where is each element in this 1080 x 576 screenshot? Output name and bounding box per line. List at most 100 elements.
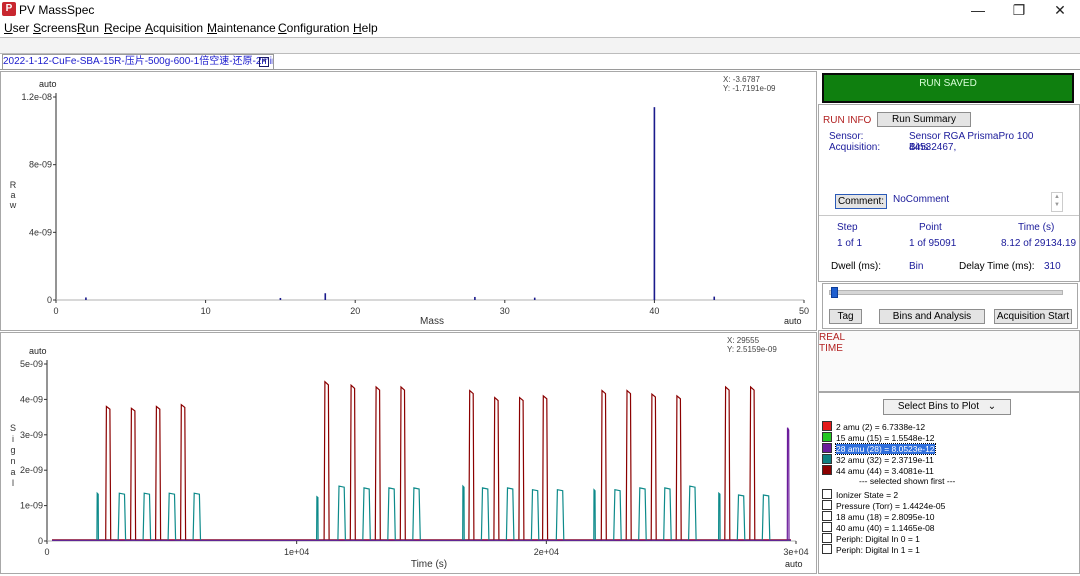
bin-row-unselected[interactable]: Periph: Digital In 1 = 1	[822, 544, 920, 555]
select-bins-label: Select Bins to Plot	[897, 401, 979, 412]
tag-button[interactable]: Tag	[829, 309, 862, 324]
time-y-label-char: g	[10, 445, 15, 455]
mass-axes: 0 4e-09 8e-09 1.2e-08 0 10 20 30 40 50	[21, 92, 809, 316]
menu-recipe[interactable]: Recipe	[104, 21, 142, 35]
progress-slider-thumb[interactable]	[831, 287, 838, 298]
run-tab-label: 2022-1-12-CuFe-SBA-15R-压片-500g-600-1倍空速-…	[3, 56, 274, 67]
point-label: Point	[919, 222, 942, 233]
mass-plot-auto-right[interactable]: auto	[784, 316, 802, 326]
bin-checkbox[interactable]	[822, 544, 832, 554]
bin-checkbox[interactable]	[822, 522, 832, 532]
mass-bar	[85, 297, 87, 300]
menu-maintenance[interactable]: Maintenance	[207, 21, 276, 35]
time-x-tick-label: 0	[44, 547, 49, 557]
mass-bar	[324, 293, 327, 300]
dwell-label: Dwell (ms):	[831, 261, 881, 272]
mass-spectrum-chart[interactable]: auto X: -3.6787 Y: -1.7191e-09 Raw Mass …	[1, 72, 816, 330]
menu-help[interactable]: Help	[353, 21, 378, 35]
run-info-label: RUN INFO	[823, 115, 872, 126]
bin-color-swatch[interactable]	[822, 454, 832, 464]
menu-run[interactable]: Run	[77, 21, 100, 35]
bin-checkbox[interactable]	[822, 500, 832, 510]
mass-y-label: Raw	[9, 180, 17, 210]
time-value: 8.12 of 29134.19	[1001, 238, 1077, 249]
time-x-tick-label: 3e+04	[783, 547, 808, 557]
mass-y-label-char: R	[10, 180, 17, 190]
bin-row-selected[interactable]: 32 amu (32) = 2.3719e-11	[822, 454, 934, 465]
tab-close-icon[interactable]: ✕	[259, 57, 269, 67]
close-icon[interactable]: ✕	[1054, 2, 1066, 18]
bin-label: Ionizer State = 2	[836, 490, 899, 500]
minimize-icon[interactable]: —	[971, 2, 985, 18]
mass-x-tick-label: 20	[350, 306, 360, 316]
bin-row-unselected[interactable]: Ionizer State = 2	[822, 489, 898, 500]
bin-row-selected[interactable]: 2 amu (2) = 6.7338e-12	[822, 421, 925, 432]
bin-row-unselected[interactable]: 18 amu (18) = 2.8095e-10	[822, 511, 935, 522]
bin-color-swatch[interactable]	[822, 432, 832, 442]
bins-and-analysis-button[interactable]: Bins and Analysis	[879, 309, 985, 324]
comment-button[interactable]: Comment:	[835, 194, 887, 209]
bin-row-unselected[interactable]: Periph: Digital In 0 = 1	[822, 533, 920, 544]
window-title: PV MassSpec	[19, 3, 95, 17]
time-y-tick-label: 3e-09	[20, 430, 43, 440]
time-y-tick-label: 1e-09	[20, 501, 43, 511]
time-plot-auto-top[interactable]: auto	[29, 346, 47, 356]
bin-checkbox[interactable]	[822, 489, 832, 499]
mass-x-label: Mass	[420, 316, 444, 327]
bin-row-selected[interactable]: 28 amu (28) = 8.0523e-12	[822, 443, 936, 455]
comment-scroll-icon[interactable]: ▲ ▼	[1051, 192, 1063, 212]
menu-user[interactable]: User	[4, 21, 30, 35]
mass-x-tick-label: 30	[500, 306, 510, 316]
run-summary-button[interactable]: Run Summary	[877, 112, 971, 127]
comment-value[interactable]: NoComment	[893, 194, 950, 205]
time-y-label-char: a	[10, 467, 15, 477]
bins-panel: Select Bins to Plot ⌄ 2 amu (2) = 6.7338…	[818, 392, 1080, 574]
bin-label: 15 amu (15) = 1.5548e-12	[836, 433, 935, 443]
menu-screens[interactable]: Screens	[33, 21, 78, 35]
menu-configuration[interactable]: Configuration	[278, 21, 350, 35]
mass-bar	[713, 296, 716, 300]
bin-checkbox[interactable]	[822, 533, 832, 543]
bin-row-unselected[interactable]: 40 amu (40) = 1.1465e-08	[822, 522, 935, 533]
sensor-label: Sensor:	[829, 131, 864, 142]
bin-row-selected[interactable]: 15 amu (15) = 1.5548e-12	[822, 432, 935, 443]
menu-acquisition[interactable]: Acquisition	[145, 21, 204, 35]
mass-cursor-y: Y: -1.7191e-09	[723, 84, 776, 93]
step-value: 1 of 1	[837, 238, 863, 249]
bin-color-swatch[interactable]	[822, 443, 832, 453]
bins-divider-text: --- selected shown first ---	[859, 476, 956, 486]
bin-color-swatch[interactable]	[822, 421, 832, 431]
series-line-32amu	[52, 484, 791, 541]
mass-y-tick-label: 0	[47, 295, 52, 305]
acquisition-start-button[interactable]: Acquisition Start	[994, 309, 1072, 324]
bin-label: 18 amu (18) = 2.8095e-10	[836, 512, 935, 522]
bin-row-unselected[interactable]: Pressure (Torr) = 1.4424e-05	[822, 500, 945, 511]
acquisition-label: Acquisition:	[829, 142, 881, 153]
time-axes: 0 1e-09 2e-09 3e-09 4e-09 5e-09 0 1e+04 2e+04 3e+…	[20, 359, 809, 557]
select-bins-dropdown[interactable]: Select Bins to Plot ⌄	[883, 399, 1011, 415]
mass-bar	[653, 107, 656, 301]
bin-label: 40 amu (40) = 1.1465e-08	[836, 523, 935, 533]
time-x-tick-label: 2e+04	[534, 547, 559, 557]
acquisition-value: Bins	[909, 142, 929, 153]
bin-row-selected[interactable]: 44 amu (44) = 3.4081e-11	[822, 465, 934, 476]
bin-checkbox[interactable]	[822, 511, 832, 521]
delay-label: Delay Time (ms):	[959, 261, 1035, 272]
realtime-panel: REAL TIME	[818, 330, 1080, 392]
bin-label: Periph: Digital In 0 = 1	[836, 534, 920, 544]
time-label: Time (s)	[1018, 222, 1055, 233]
mass-bars	[85, 107, 716, 301]
mass-plot-auto-top[interactable]: auto	[39, 79, 57, 89]
control-panel: Tag Bins and Analysis Acquisition Start	[822, 283, 1078, 329]
sensor-value: Sensor RGA PrismaPro 100 44532467,	[909, 131, 1034, 153]
mass-y-label-char: a	[10, 190, 15, 200]
menu-bar: User Screens Run Recipe Acquisition Main…	[0, 20, 1080, 36]
maximize-icon[interactable]: ❐	[1012, 2, 1026, 18]
progress-slider-track[interactable]	[829, 290, 1063, 295]
time-plot-auto-right[interactable]: auto	[785, 559, 803, 569]
bin-color-swatch[interactable]	[822, 465, 832, 475]
bin-label: 2 amu (2) = 6.7338e-12	[836, 422, 926, 432]
run-tab[interactable]: 2022-1-12-CuFe-SBA-15R-压片-500g-600-1倍空速-…	[2, 54, 274, 69]
